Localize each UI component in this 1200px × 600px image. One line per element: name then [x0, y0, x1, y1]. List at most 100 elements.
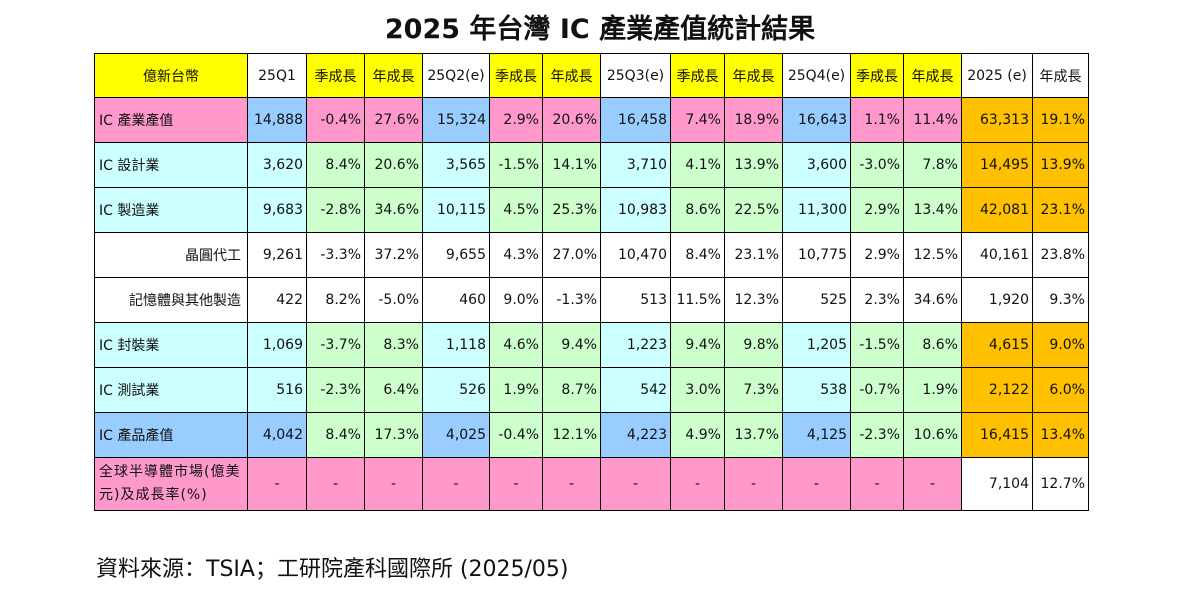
cell-q1-value: 14,888	[247, 97, 307, 143]
cell-annual-growth: 19.1%	[1032, 97, 1089, 143]
cell-q4-qoq: 1.1%	[850, 97, 904, 143]
cell-q4-value: 4,125	[782, 412, 851, 458]
cell-q2-value: 1,118	[422, 322, 490, 368]
cell-q3-qoq: 8.4%	[670, 232, 725, 278]
cell-q3-qoq: 7.4%	[670, 97, 725, 143]
header-q1-yoy: 年成長	[364, 53, 423, 98]
row-label: IC 測試業	[94, 367, 248, 413]
cell-q1-qoq: -3.3%	[306, 232, 365, 278]
cell-q2-qoq: 4.6%	[489, 322, 543, 368]
cell-annual-growth: 12.7%	[1032, 457, 1089, 511]
table-row: IC 產品產值 4,042 8.4% 17.3% 4,025 -0.4% 12.1% 4,22…	[94, 412, 1089, 458]
cell-annual-value: 7,104	[961, 457, 1033, 511]
header-q2-qoq: 季成長	[489, 53, 543, 98]
cell-q3-value: 3,710	[600, 142, 671, 188]
cell-q4-yoy: 11.4%	[903, 97, 962, 143]
cell-q3-value: 542	[600, 367, 671, 413]
cell-q2-yoy: 14.1%	[542, 142, 601, 188]
cell-q1-yoy: -	[364, 457, 423, 511]
source-note: 資料來源：TSIA；工研院產科國際所 (2025/05)	[96, 557, 569, 582]
cell-annual-growth: 23.8%	[1032, 232, 1089, 278]
cell-q2-qoq: 4.5%	[489, 187, 543, 233]
cell-q2-value: 526	[422, 367, 490, 413]
cell-q4-yoy: 10.6%	[903, 412, 962, 458]
cell-q2-qoq: 1.9%	[489, 367, 543, 413]
row-label: 全球半導體市場(億美元)及成長率(%)	[94, 457, 248, 511]
cell-q4-qoq: -3.0%	[850, 142, 904, 188]
cell-annual-growth: 13.4%	[1032, 412, 1089, 458]
cell-annual-value: 63,313	[961, 97, 1033, 143]
cell-q1-value: 9,683	[247, 187, 307, 233]
header-q3-qoq: 季成長	[670, 53, 725, 98]
cell-annual-growth: 9.0%	[1032, 322, 1089, 368]
header-q3-value: 25Q3(e)	[600, 53, 671, 98]
cell-q4-yoy: 7.8%	[903, 142, 962, 188]
row-label: IC 產業產值	[94, 97, 248, 143]
cell-q4-qoq: 2.3%	[850, 277, 904, 323]
table-row: IC 製造業 9,683 -2.8% 34.6% 10,115 4.5% 25.3% 10,9…	[94, 187, 1089, 233]
cell-q4-value: 11,300	[782, 187, 851, 233]
cell-q3-value: 513	[600, 277, 671, 323]
row-label: 記憶體與其他製造	[94, 277, 248, 323]
cell-q4-qoq: -	[850, 457, 904, 511]
cell-q4-yoy: 8.6%	[903, 322, 962, 368]
cell-q3-yoy: 13.9%	[724, 142, 783, 188]
table-row: 晶圓代工 9,261 -3.3% 37.2% 9,655 4.3% 27.0% 10,470 8…	[94, 232, 1089, 278]
cell-q1-yoy: 34.6%	[364, 187, 423, 233]
cell-q3-yoy: 22.5%	[724, 187, 783, 233]
cell-q3-value: 10,470	[600, 232, 671, 278]
header-q4-value: 25Q4(e)	[782, 53, 851, 98]
cell-annual-growth: 6.0%	[1032, 367, 1089, 413]
cell-q1-yoy: -5.0%	[364, 277, 423, 323]
cell-q3-yoy: 12.3%	[724, 277, 783, 323]
cell-q2-value: 9,655	[422, 232, 490, 278]
cell-q2-qoq: 9.0%	[489, 277, 543, 323]
cell-q2-yoy: 9.4%	[542, 322, 601, 368]
cell-q3-qoq: 9.4%	[670, 322, 725, 368]
cell-q2-value: 15,324	[422, 97, 490, 143]
cell-q4-value: 1,205	[782, 322, 851, 368]
table-title: 2025 年台灣 IC 產業產值統計結果	[384, 14, 816, 45]
cell-q1-qoq: -2.3%	[306, 367, 365, 413]
cell-annual-growth: 23.1%	[1032, 187, 1089, 233]
table-row: IC 封裝業 1,069 -3.7% 8.3% 1,118 4.6% 9.4% 1,223 9.…	[94, 322, 1089, 368]
row-label: IC 封裝業	[94, 322, 248, 368]
cell-q3-qoq: 8.6%	[670, 187, 725, 233]
cell-annual-value: 42,081	[961, 187, 1033, 233]
cell-q2-yoy: 12.1%	[542, 412, 601, 458]
cell-q3-qoq: 3.0%	[670, 367, 725, 413]
cell-q2-qoq: 2.9%	[489, 97, 543, 143]
table-row: IC 測試業 516 -2.3% 6.4% 526 1.9% 8.7% 542 3.0% 7.3%…	[94, 367, 1089, 413]
header-annual-growth: 年成長	[1032, 53, 1089, 98]
header-q1-value: 25Q1	[247, 53, 307, 98]
cell-q4-value: 525	[782, 277, 851, 323]
cell-q2-value: 3,565	[422, 142, 490, 188]
cell-q3-yoy: 18.9%	[724, 97, 783, 143]
cell-q2-yoy: -	[542, 457, 601, 511]
cell-annual-growth: 9.3%	[1032, 277, 1089, 323]
cell-q2-value: 460	[422, 277, 490, 323]
cell-q1-value: 516	[247, 367, 307, 413]
cell-q1-value: 4,042	[247, 412, 307, 458]
cell-q2-yoy: 20.6%	[542, 97, 601, 143]
header-q1-qoq: 季成長	[306, 53, 365, 98]
cell-q4-qoq: 2.9%	[850, 232, 904, 278]
cell-q3-value: 4,223	[600, 412, 671, 458]
cell-q3-yoy: -	[724, 457, 783, 511]
cell-q3-value: 16,458	[600, 97, 671, 143]
cell-annual-value: 2,122	[961, 367, 1033, 413]
cell-q2-qoq: 4.3%	[489, 232, 543, 278]
cell-q4-value: 16,643	[782, 97, 851, 143]
cell-q4-qoq: -0.7%	[850, 367, 904, 413]
cell-q1-qoq: -3.7%	[306, 322, 365, 368]
cell-q3-yoy: 23.1%	[724, 232, 783, 278]
header-annual-value: 2025 (e)	[961, 53, 1033, 98]
row-label: IC 製造業	[94, 187, 248, 233]
header-q4-yoy: 年成長	[903, 53, 962, 98]
cell-q1-yoy: 6.4%	[364, 367, 423, 413]
cell-q1-qoq: 8.4%	[306, 412, 365, 458]
cell-q3-yoy: 7.3%	[724, 367, 783, 413]
cell-q3-value: -	[600, 457, 671, 511]
cell-q4-value: -	[782, 457, 851, 511]
cell-q3-value: 1,223	[600, 322, 671, 368]
